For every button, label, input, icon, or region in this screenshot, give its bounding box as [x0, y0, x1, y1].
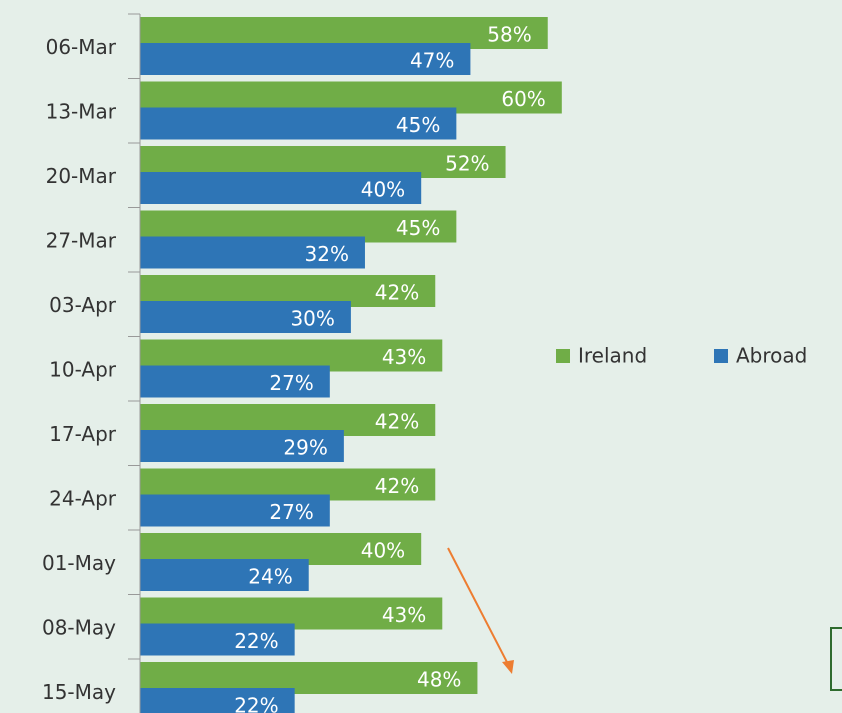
- value-label: 27%: [269, 371, 313, 395]
- bar: [140, 623, 295, 656]
- bar: [140, 107, 457, 140]
- value-label: 22%: [234, 694, 278, 713]
- legend-swatch: [714, 349, 728, 363]
- value-label: 42%: [375, 474, 419, 498]
- value-label: 42%: [375, 281, 419, 305]
- bar: [140, 301, 351, 333]
- y-tick-label: 27-Mar: [46, 228, 117, 252]
- y-tick-label: 10-Apr: [49, 357, 117, 381]
- legend-label: Abroad: [736, 344, 807, 368]
- y-tick-label: 15-May: [42, 680, 116, 704]
- arrow-head: [502, 660, 514, 674]
- bar: [140, 365, 330, 398]
- bar: [140, 236, 365, 269]
- value-label: 60%: [501, 87, 545, 111]
- bar: [140, 688, 295, 713]
- bar: [140, 559, 309, 591]
- legend-swatch: [556, 349, 570, 363]
- y-tick-label: 01-May: [42, 551, 116, 575]
- value-label: 27%: [269, 500, 313, 524]
- value-label: 52%: [445, 152, 489, 176]
- y-tick-label: 06-Mar: [46, 35, 117, 59]
- y-tick-label: 08-May: [42, 615, 116, 639]
- value-label: 45%: [396, 113, 440, 137]
- value-label: 24%: [248, 565, 292, 589]
- value-label: 58%: [487, 23, 531, 47]
- y-tick-label: 24-Apr: [49, 486, 117, 510]
- value-label: 40%: [361, 178, 405, 202]
- value-label: 40%: [361, 539, 405, 563]
- value-label: 22%: [234, 629, 278, 653]
- logo-fragment: [830, 627, 842, 691]
- bar: [140, 430, 344, 462]
- y-tick-label: 03-Apr: [49, 293, 117, 317]
- value-label: 47%: [410, 49, 454, 73]
- trend-arrow: [447, 547, 511, 669]
- bar: [140, 172, 422, 204]
- value-label: 30%: [290, 307, 334, 331]
- value-label: 32%: [305, 242, 349, 266]
- bar: [140, 494, 330, 527]
- value-label: 45%: [396, 216, 440, 240]
- value-label: 43%: [382, 603, 426, 627]
- y-tick-label: 20-Mar: [46, 164, 117, 188]
- value-label: 42%: [375, 410, 419, 434]
- value-label: 48%: [417, 668, 461, 692]
- y-tick-label: 17-Apr: [49, 422, 117, 446]
- bar: [140, 43, 471, 75]
- value-label: 29%: [283, 436, 327, 460]
- value-label: 43%: [382, 345, 426, 369]
- y-tick-label: 13-Mar: [46, 99, 117, 123]
- legend-label: Ireland: [578, 344, 647, 368]
